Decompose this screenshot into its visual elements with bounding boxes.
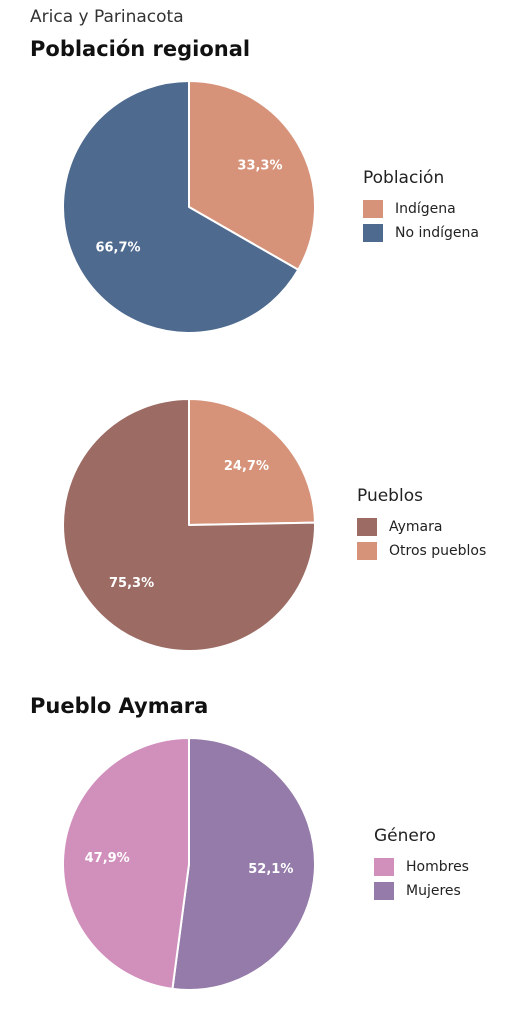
legend-item-no-indigena: No indígena [363,221,479,245]
pie-slice-mujeres [171,737,316,991]
legend-swatch [363,224,383,242]
legend-poblacion: Población Indígena No indígena [363,168,479,245]
pie-slice-indígena [188,80,316,271]
legend-label: Mujeres [406,883,461,899]
legend-item-aymara: Aymara [357,515,486,539]
legend-title: Género [374,826,436,846]
pie-slice-no-indígena [62,80,300,334]
pie-slice-hombres [62,737,190,990]
pie-chart-poblacion: 33,3% 66,7% [62,80,316,334]
legend-title: Pueblos [357,486,423,506]
pie-slice-aymara [62,398,316,652]
legend-item-mujeres: Mujeres [374,879,469,903]
legend-item-otros-pueblos: Otros pueblos [357,539,486,563]
pie-slice-otros-pueblos [188,398,316,526]
slice-label-aymara: 75,3% [109,576,154,591]
slice-label-indígena: 33,3% [237,158,282,173]
section-title-aymara: Pueblo Aymara [30,694,209,718]
legend-swatch [374,882,394,900]
legend-item-indigena: Indígena [363,197,479,221]
legend-label: Hombres [406,859,469,875]
slice-label-no-indígena: 66,7% [95,241,140,256]
slice-label-otros-pueblos: 24,7% [224,459,269,474]
legend-swatch [363,200,383,218]
legend-swatch [374,858,394,876]
legend-label: Otros pueblos [389,543,487,559]
legend-swatch [357,518,377,536]
pie-chart-pueblos: 24,7% 75,3% [62,398,316,652]
legend-label: No indígena [395,225,479,241]
legend-label: Indígena [395,201,456,217]
legend-label: Aymara [389,519,443,535]
pie-chart-genero: 52,1% 47,9% [62,737,316,991]
section-title-regional: Población regional [30,37,251,61]
legend-swatch [357,542,377,560]
legend-item-hombres: Hombres [374,855,469,879]
slice-label-mujeres: 52,1% [248,862,293,877]
slice-label-hombres: 47,9% [85,851,130,866]
legend-pueblos: Pueblos Aymara Otros pueblos [357,486,486,563]
region-title: Arica y Parinacota [30,7,184,27]
legend-title: Población [363,168,445,188]
legend-genero: Género Hombres Mujeres [374,826,469,903]
